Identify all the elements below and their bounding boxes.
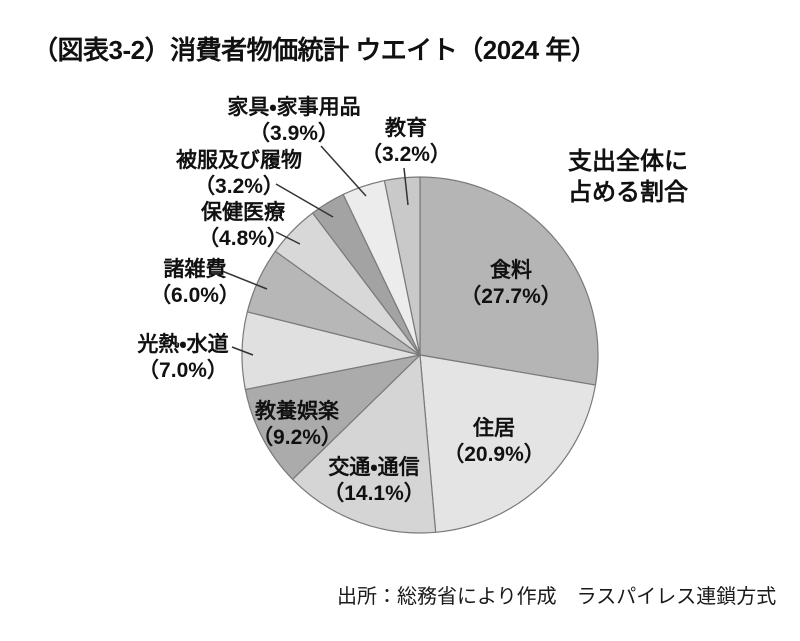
share-annotation-line2: 占める割合 [568, 179, 688, 206]
leader-line-furniture-household [320, 145, 367, 197]
leader-line-medical-care [275, 231, 301, 245]
pie-slice-food [419, 176, 599, 386]
leader-line-miscellaneous [221, 270, 268, 290]
pie-slice-housing [419, 354, 597, 533]
leader-line-education [403, 167, 409, 206]
pie-slice-culture-recreation [244, 354, 421, 480]
pie-slice-education [383, 176, 421, 356]
share-annotation-line1: 支出全体に [568, 148, 688, 175]
leader-line-clothes-footwear [275, 183, 334, 218]
pie-slice-transport-communication [291, 354, 437, 534]
share-annotation: 支出全体に 占める割合 [568, 146, 688, 208]
source-note: 出所：総務省により作成 ラスパイレス連鎖方式 [337, 586, 777, 608]
leader-line-fuel-light-water [231, 346, 254, 356]
figure-title: （図表3-2）消費者物価統計 ウエイト（2024 年） [32, 35, 597, 65]
